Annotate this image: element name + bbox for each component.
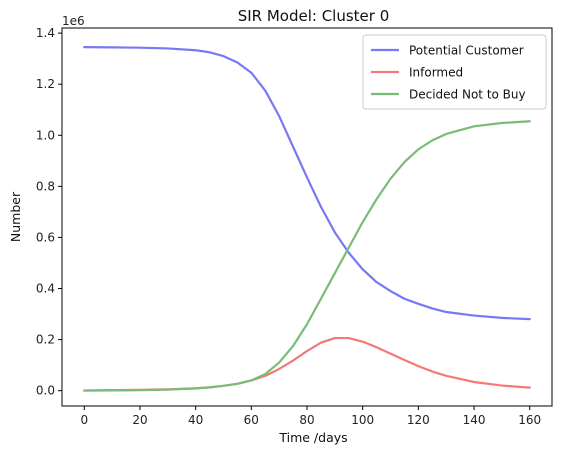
plot-area bbox=[61, 27, 553, 407]
series-line-2 bbox=[83, 120, 531, 392]
x-tick-label: 40 bbox=[188, 413, 203, 427]
x-tick-label: 60 bbox=[244, 413, 259, 427]
legend-entry-1: Informed bbox=[409, 66, 463, 80]
x-tick-label: 160 bbox=[518, 413, 541, 427]
x-axis-label: Time /days bbox=[278, 430, 347, 445]
legend-entry-0: Potential Customer bbox=[409, 44, 524, 58]
series-line-0 bbox=[83, 46, 531, 321]
y-tick-label: 0.0 bbox=[36, 384, 55, 398]
legend-box bbox=[362, 34, 547, 110]
y-axis-label: Number bbox=[8, 191, 23, 242]
x-tick-label: 80 bbox=[299, 413, 314, 427]
legend-entry-2: Decided Not to Buy bbox=[409, 88, 526, 102]
y-axis-ticks: 0.0 0.2 0.4 0.6 0.8 1.0 1.2 1.4 bbox=[36, 26, 62, 398]
y-tick-label: 0.6 bbox=[36, 230, 55, 244]
y-tick-label: 0.2 bbox=[36, 333, 55, 347]
y-tick-label: 0.8 bbox=[36, 179, 55, 193]
y-tick-label: 1.0 bbox=[36, 128, 55, 142]
y-tick-label: 1.2 bbox=[36, 77, 55, 91]
y-axis-multiplier: 1e6 bbox=[62, 14, 85, 28]
y-tick-label: 0.4 bbox=[36, 282, 55, 296]
chart-title: SIR Model: Cluster 0 bbox=[238, 7, 390, 25]
x-axis-ticks: 0 20 40 60 80 100 120 140 160 bbox=[80, 406, 541, 427]
x-tick-label: 140 bbox=[463, 413, 486, 427]
x-tick-label: 120 bbox=[407, 413, 430, 427]
y-tick-label: 1.4 bbox=[36, 26, 55, 40]
x-tick-label: 20 bbox=[132, 413, 147, 427]
x-tick-label: 100 bbox=[351, 413, 374, 427]
legend: Potential Customer Informed Decided Not to… bbox=[362, 34, 547, 110]
x-tick-label: 0 bbox=[80, 413, 88, 427]
